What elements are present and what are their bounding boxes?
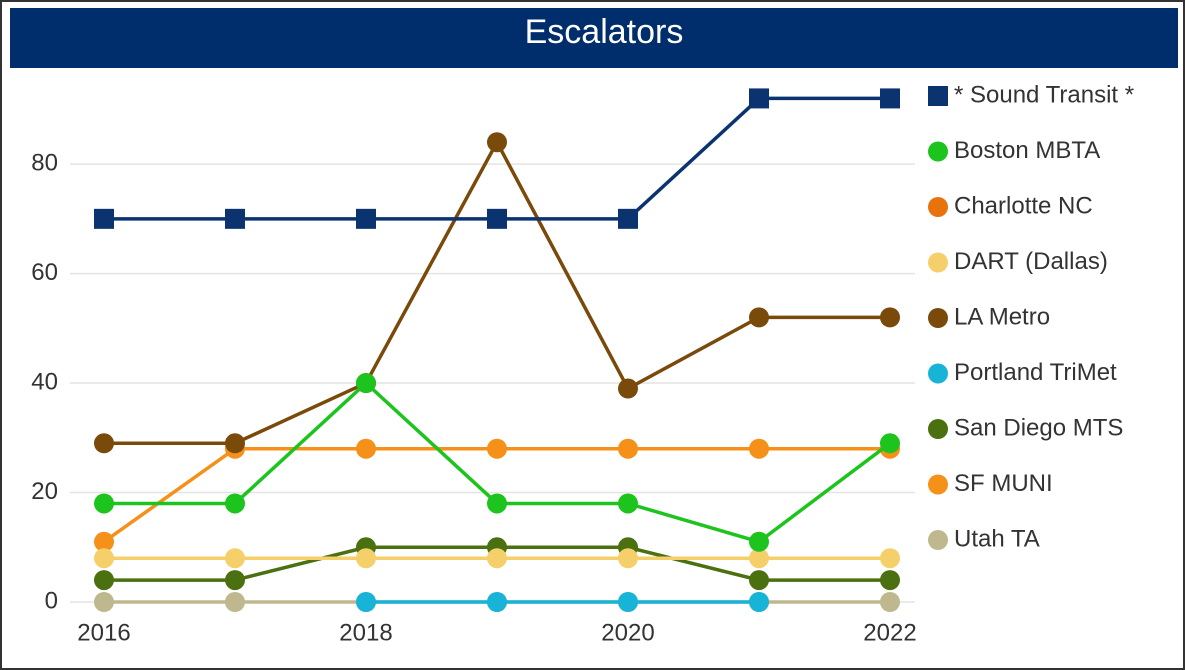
marker <box>487 438 507 459</box>
marker <box>749 438 769 459</box>
marker <box>356 438 376 459</box>
marker <box>749 88 769 109</box>
x-tick-label: 2022 <box>863 619 916 646</box>
marker <box>749 531 769 552</box>
legend-swatch <box>928 530 948 550</box>
y-tick-label: 0 <box>45 587 58 614</box>
legend-swatch <box>928 363 948 384</box>
legend-label: Boston MBTA <box>954 137 1100 164</box>
marker <box>94 592 114 612</box>
legend-swatch <box>928 474 948 495</box>
legend-label: Portland TriMet <box>954 359 1117 386</box>
marker <box>94 548 114 569</box>
marker <box>225 570 245 591</box>
legend-label: LA Metro <box>954 303 1050 330</box>
marker <box>356 548 376 569</box>
chart-title: Escalators <box>525 13 684 51</box>
marker <box>749 307 769 328</box>
marker <box>225 548 245 569</box>
marker <box>487 548 507 569</box>
header <box>10 8 1178 68</box>
marker <box>749 592 769 612</box>
marker <box>225 208 245 229</box>
marker <box>225 592 245 612</box>
marker <box>618 208 638 229</box>
legend-label: DART (Dallas) <box>954 248 1108 275</box>
marker <box>487 132 507 153</box>
y-tick-label: 20 <box>31 478 58 505</box>
marker <box>94 531 114 552</box>
x-tick-label: 2020 <box>601 619 654 646</box>
marker <box>225 433 245 454</box>
marker <box>880 307 900 328</box>
marker <box>487 493 507 514</box>
legend-swatch <box>928 308 948 328</box>
legend-label: San Diego MTS <box>954 414 1123 441</box>
legend-swatch <box>928 252 948 273</box>
marker <box>356 373 376 394</box>
y-tick-label: 80 <box>31 149 58 176</box>
marker <box>880 592 900 612</box>
marker <box>880 548 900 569</box>
marker <box>618 493 638 514</box>
legend-swatch <box>928 197 948 217</box>
marker <box>749 570 769 591</box>
marker <box>94 433 114 454</box>
marker <box>94 570 114 591</box>
marker <box>618 438 638 459</box>
y-tick-label: 60 <box>31 259 58 286</box>
x-tick-label: 2018 <box>339 619 392 646</box>
marker <box>487 592 507 612</box>
legend-swatch <box>928 419 948 439</box>
marker <box>618 548 638 569</box>
marker <box>749 548 769 569</box>
marker <box>487 208 507 229</box>
marker <box>880 570 900 591</box>
marker <box>618 592 638 612</box>
marker <box>356 592 376 612</box>
marker <box>94 493 114 514</box>
marker <box>880 88 900 109</box>
marker <box>618 378 638 399</box>
y-tick-label: 40 <box>31 368 58 395</box>
legend-swatch <box>928 86 948 106</box>
legend-label: Utah TA <box>954 525 1040 552</box>
legend-label: SF MUNI <box>954 470 1053 497</box>
x-tick-label: 2016 <box>77 619 130 646</box>
legend-label: Charlotte NC <box>954 192 1093 219</box>
marker <box>225 493 245 514</box>
legend-swatch <box>928 141 948 162</box>
marker <box>880 433 900 454</box>
marker <box>94 208 114 229</box>
legend-label: * Sound Transit * <box>954 81 1134 108</box>
marker <box>356 208 376 229</box>
